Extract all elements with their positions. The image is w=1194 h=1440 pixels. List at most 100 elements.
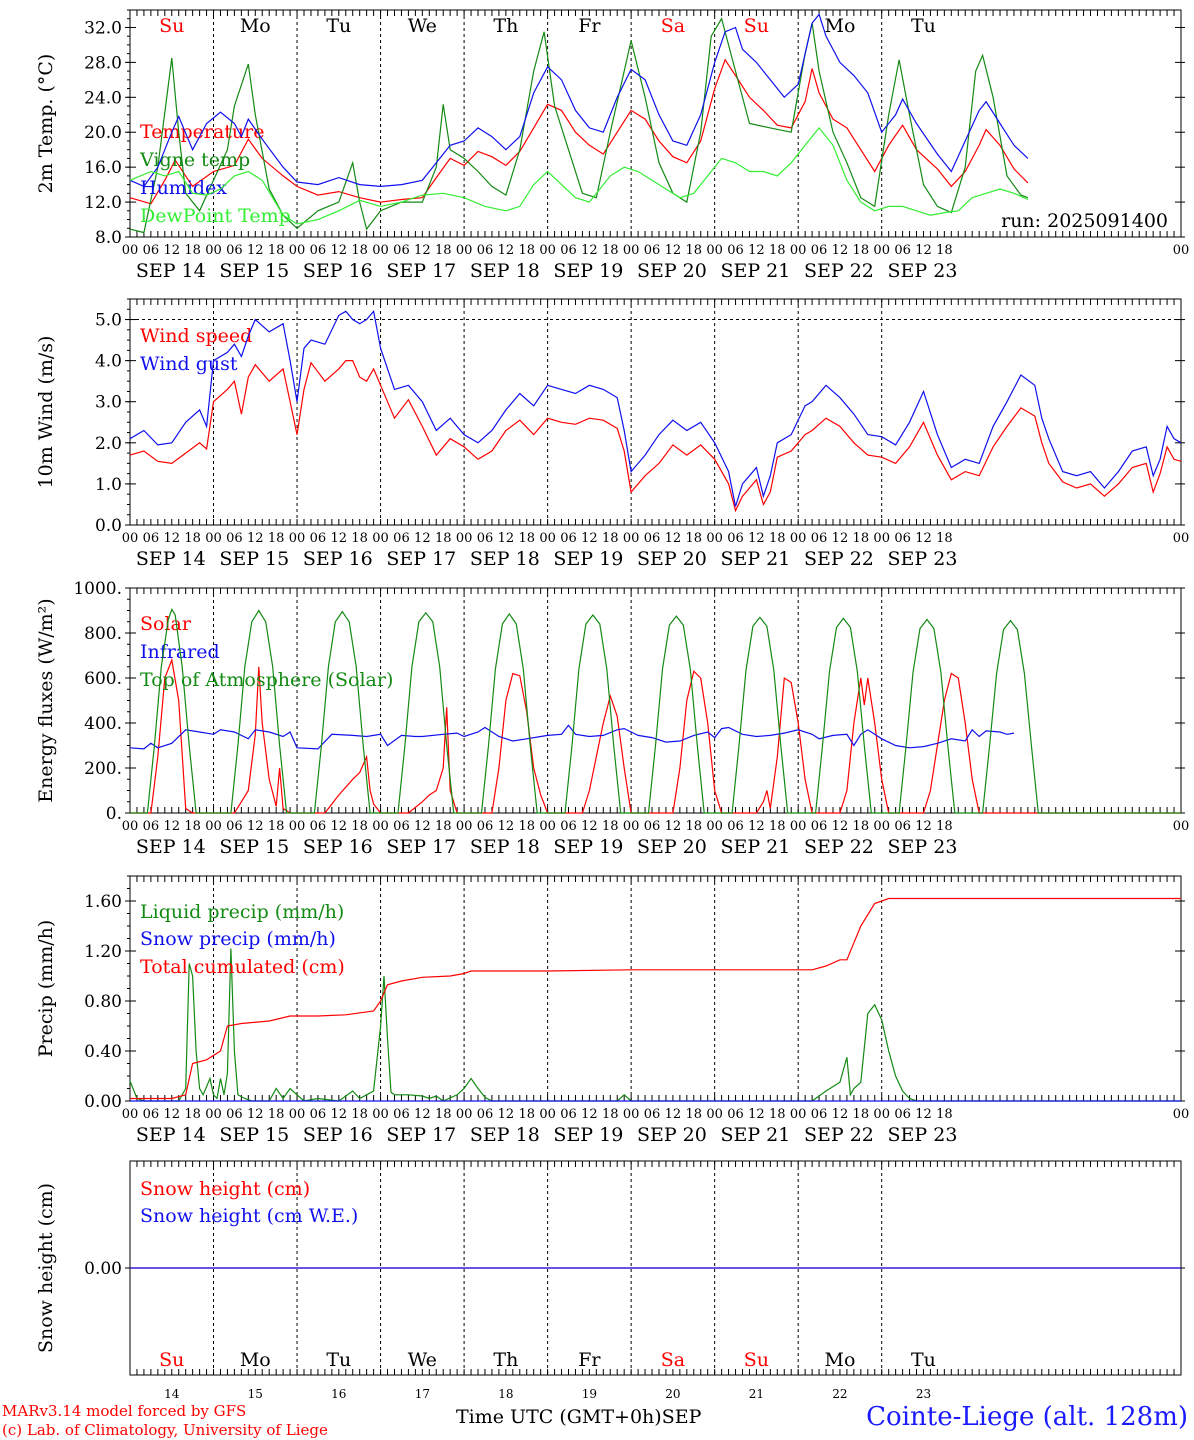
time-axis-label: Time UTC (GMT+0h) [456,1406,662,1428]
weekday-label: Su [744,1349,769,1371]
time-axis-title: Time UTC (GMT+0h)SEP [456,1406,701,1428]
hour-tick-label: 00 [122,243,139,258]
legend-label: Snow height (cm) [140,1178,310,1200]
date-label: SEP 15 [219,548,289,570]
hour-tick-label: 12 [832,243,849,258]
weekday-label: Sa [661,15,685,37]
hour-tick-label: 00 [205,243,222,258]
hour-tick-label: 00 [289,243,306,258]
run-label: run: 2025091400 [1001,210,1168,232]
hour-tick-label: 06 [143,819,160,834]
hour-tick-label: 06 [811,531,828,546]
hour-tick-label: 00 [873,819,890,834]
hour-tick-label: 00 [372,243,389,258]
day-number: 17 [415,1387,430,1401]
series-line-vigne-temp [129,17,1029,234]
hour-tick-label: 00 [706,1107,723,1122]
weekday-label: We [408,1349,437,1371]
hour-tick-label: 18 [602,1107,619,1122]
hour-tick-label: 06 [477,531,494,546]
hour-tick-label: 00 [539,243,556,258]
date-label: SEP 22 [804,548,874,570]
hour-tick-label: 18 [184,531,201,546]
y-tick-label: 8.0 [95,228,122,248]
hour-tick-label: 00 [122,819,139,834]
legend-label: Total cumulated (cm) [140,956,345,978]
weekday-label: Tu [911,1349,936,1371]
y-tick-label: 0.80 [84,992,122,1012]
date-label: SEP 20 [637,1124,707,1146]
hour-tick-label: 12 [748,1107,765,1122]
hour-tick-label: 06 [310,1107,327,1122]
hour-tick-label: 06 [644,531,661,546]
hour-tick-label: 06 [143,531,160,546]
date-label: SEP 22 [804,1124,874,1146]
y-tick-label: 600. [84,669,122,689]
hour-tick-label: 00 [790,243,807,258]
date-label: SEP 20 [637,836,707,858]
y-tick-label: 0.0 [95,516,122,536]
hour-tick-label: 00 [623,819,640,834]
hour-tick-label: 12 [498,243,515,258]
date-label: SEP 19 [553,260,623,282]
hour-tick-label: 18 [936,531,953,546]
hour-tick-label: 00 [122,1107,139,1122]
y-tick-label: 0.40 [84,1042,122,1062]
hour-tick-label: 12 [414,1107,431,1122]
y-axis-label: Precip (mm/h) [35,920,57,1058]
hour-tick-label: 18 [435,531,452,546]
hour-tick-label: 12 [247,819,264,834]
hour-tick-label: 06 [560,243,577,258]
hour-tick-label: 12 [581,819,598,834]
hour-tick-label: 12 [915,243,932,258]
weekday-label: Sa [661,1349,685,1371]
hour-tick-label: 12 [581,1107,598,1122]
hour-tick-label: 06 [811,1107,828,1122]
hour-tick-label: 06 [226,243,243,258]
date-label: SEP 18 [470,548,540,570]
day-number: 18 [498,1387,513,1401]
y-tick-label: 1.60 [84,892,122,912]
hour-tick-label: 06 [644,1107,661,1122]
weekday-label: Tu [326,1349,351,1371]
weekday-label: Tu [911,15,936,37]
y-tick-label: 3.0 [95,393,122,413]
hour-tick-label: 18 [853,1107,870,1122]
hour-tick-label: 12 [331,1107,348,1122]
hour-tick-label: 18 [936,819,953,834]
hour-tick-label: 00 [790,531,807,546]
series-line-infrared [129,724,1015,750]
hour-tick-label: 18 [268,531,285,546]
hour-tick-label: 00 [706,531,723,546]
hour-tick-label: 12 [498,1107,515,1122]
hour-tick-label: 06 [393,243,410,258]
hour-tick-label: 18 [936,1107,953,1122]
day-number: 23 [916,1387,931,1401]
hour-tick-label: 00 [122,531,139,546]
hour-tick-label: 12 [581,243,598,258]
hour-tick-label: 12 [414,531,431,546]
y-tick-label: 2.0 [95,434,122,454]
date-label: SEP 16 [303,1124,373,1146]
day-number: 14 [164,1387,180,1401]
hour-tick-label: 12 [832,531,849,546]
date-label: SEP 17 [386,548,456,570]
hour-tick-label: 06 [560,531,577,546]
panel-4: 0.00 0.40 0.80 1.20 1.60 Precip (mm/h) Liquid … [35,875,1190,1146]
hour-tick-label: 18 [518,243,535,258]
hour-tick-label: 12 [832,819,849,834]
hour-tick-label: 06 [894,531,911,546]
hour-tick-label: 18 [769,531,786,546]
series-line-wind-gust [129,309,1182,507]
date-label: SEP 19 [553,836,623,858]
hour-tick-label: 12 [915,819,932,834]
hour-tick-label: 06 [477,1107,494,1122]
legend-label: Vigne temp [139,149,250,171]
hour-tick-label: 00 [456,243,473,258]
date-label: SEP 18 [470,260,540,282]
y-axis-label: Snow height (cm) [35,1183,57,1353]
hour-tick-label: 00 [1173,1107,1190,1122]
hour-tick-label: 00 [289,819,306,834]
date-label: SEP 19 [553,548,623,570]
hour-tick-label: 18 [435,1107,452,1122]
